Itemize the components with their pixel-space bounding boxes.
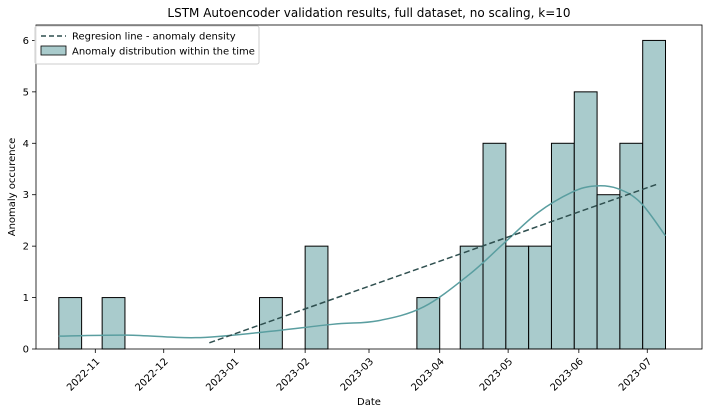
y-tick-label-5: 5 [23,87,29,98]
x-tick-label-2022-12: 2022-12 [133,356,170,393]
x-tick-label-2023-03: 2023-03 [339,356,376,393]
legend: Regresion line - anomaly density Anomaly… [34,25,260,65]
y-tick-label-1: 1 [23,293,29,304]
histogram-bar-4 [304,245,329,350]
histogram-bar-11 [573,91,598,350]
x-tick-label-2023-02: 2023-02 [275,356,312,393]
histogram-bar-13 [619,142,644,350]
histogram-bar-10 [550,142,575,350]
histogram-bar-5 [416,297,441,350]
x-tick-label-2022-11: 2022-11 [65,356,102,393]
histogram-bar-7 [482,142,507,350]
y-tick-label-3: 3 [23,190,29,201]
legend-box [34,25,260,65]
histogram-bar-14 [642,39,667,350]
histogram-bar-8 [505,245,530,350]
y-tick-label-4: 4 [23,139,29,150]
chart-title: LSTM Autoencoder validation results, ful… [167,6,570,20]
histogram-bar-1 [58,297,83,350]
legend-item-regression: Regresion line - anomaly density [72,32,236,43]
x-tick-label-2023-07: 2023-07 [617,356,654,393]
y-axis-label: Anomaly occurence [7,138,18,237]
histogram-bar-2 [101,297,126,350]
histogram-bar-9 [528,245,552,350]
legend-bar-swatch [40,45,67,56]
y-tick-label-6: 6 [23,36,29,47]
histogram-bar-6 [459,245,484,350]
y-tick-label-2: 2 [23,242,29,253]
regression-line [209,183,657,344]
x-tick-label-2023-06: 2023-06 [549,356,586,393]
x-tick-label-2023-04: 2023-04 [409,356,446,393]
x-axis-label: Date [357,397,381,408]
y-tick-label-0: 0 [23,345,29,356]
x-tick-label-2023-01: 2023-01 [204,356,241,393]
histogram-bar-12 [596,194,621,350]
legend-item-distribution: Anomaly distribution within the time [72,47,255,58]
kde-density-curve [58,184,667,339]
x-tick-label-2023-05: 2023-05 [478,356,515,393]
